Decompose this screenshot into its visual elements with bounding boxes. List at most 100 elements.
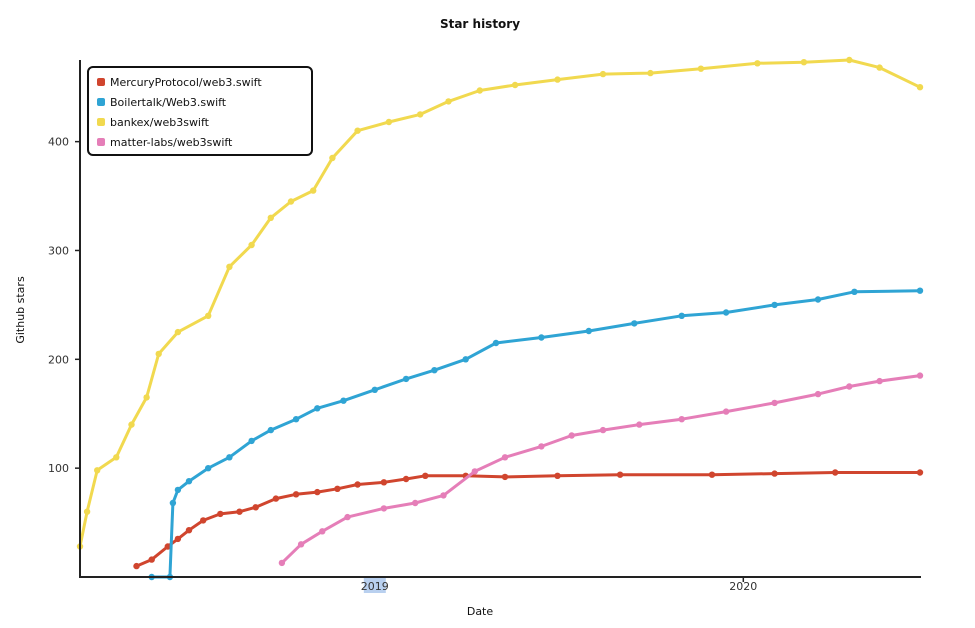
data-point <box>164 543 171 550</box>
data-point <box>272 495 280 502</box>
plot-area <box>76 56 924 581</box>
data-point <box>554 76 561 83</box>
data-point <box>814 390 822 398</box>
data-point <box>846 56 853 64</box>
series-line-3 <box>280 374 922 565</box>
data-point <box>832 469 839 476</box>
series-line-0 <box>135 471 922 568</box>
data-point <box>94 467 101 474</box>
data-point <box>678 312 685 319</box>
data-point <box>771 301 778 309</box>
data-point <box>380 505 388 512</box>
data-point <box>631 320 638 327</box>
data-point <box>248 437 255 445</box>
data-point <box>462 356 469 363</box>
data-point <box>354 127 361 134</box>
data-point <box>471 468 478 475</box>
legend-swatch <box>97 118 105 126</box>
data-point <box>185 478 193 485</box>
data-point <box>155 350 162 358</box>
chart-title: Star history <box>440 17 520 31</box>
data-point <box>554 472 561 479</box>
x-ticks: 2019 2020 <box>361 577 757 593</box>
legend-label: bankex/web3swift <box>110 116 210 129</box>
data-point <box>501 473 509 481</box>
data-point <box>916 84 924 91</box>
data-point <box>636 421 643 428</box>
data-point <box>344 513 351 521</box>
data-point <box>754 60 761 67</box>
data-point <box>916 287 924 294</box>
y-tick-label: 300 <box>48 244 69 257</box>
data-point <box>143 394 150 401</box>
data-point <box>402 375 410 383</box>
data-point <box>200 517 207 524</box>
legend-label: matter-labs/web3swift <box>110 136 233 149</box>
data-point <box>771 470 778 477</box>
data-point <box>722 408 730 415</box>
legend-swatch <box>97 138 105 146</box>
data-point <box>511 81 519 89</box>
data-point <box>371 386 378 393</box>
data-point <box>568 432 575 439</box>
x-tick-label: 2020 <box>729 580 757 593</box>
data-point <box>148 556 155 563</box>
data-point <box>412 499 419 507</box>
data-point <box>422 472 429 479</box>
data-point <box>876 64 883 71</box>
data-point <box>538 334 545 341</box>
data-point <box>174 535 182 543</box>
data-point <box>248 241 255 249</box>
data-point <box>174 486 182 494</box>
data-point <box>217 510 224 518</box>
data-point <box>226 263 233 270</box>
data-point <box>252 504 259 511</box>
data-point <box>329 154 336 162</box>
data-point <box>846 383 853 390</box>
data-point <box>916 372 924 379</box>
x-tick-label: 2019 <box>361 580 389 593</box>
data-point <box>267 214 274 221</box>
y-tick-label: 200 <box>48 353 69 366</box>
data-point <box>697 65 705 72</box>
legend-swatch <box>97 78 105 86</box>
data-point <box>585 327 592 335</box>
x-tick-highlight <box>363 578 386 593</box>
data-point <box>354 481 361 488</box>
data-point <box>278 559 286 567</box>
y-tick-label: 100 <box>48 462 69 475</box>
data-point <box>334 485 341 492</box>
data-point <box>445 98 452 105</box>
data-point <box>851 288 858 295</box>
legend-label: Boilertalk/Web3.swift <box>110 96 227 109</box>
y-ticks: 100 200 300 400 <box>48 136 80 475</box>
legend-items: MercuryProtocol/web3.swift Boilertalk/Web… <box>97 76 262 149</box>
data-point <box>476 87 483 94</box>
data-point <box>678 416 685 423</box>
data-point <box>722 309 730 316</box>
data-point <box>814 296 822 303</box>
legend-label: MercuryProtocol/web3.swift <box>110 76 262 89</box>
data-point <box>916 469 924 476</box>
data-point <box>647 69 654 77</box>
data-point <box>267 426 274 434</box>
data-point <box>440 492 447 499</box>
data-point <box>205 465 212 472</box>
data-point <box>599 426 607 434</box>
data-point <box>83 508 91 515</box>
data-point <box>340 397 347 404</box>
data-point <box>314 488 321 496</box>
data-point <box>431 367 438 374</box>
data-point <box>417 111 424 118</box>
data-point <box>297 541 305 548</box>
series-line-2 <box>78 58 922 548</box>
data-point <box>205 312 212 319</box>
data-point <box>501 454 509 461</box>
data-point <box>185 527 193 534</box>
data-point <box>771 399 778 407</box>
data-point <box>236 508 243 515</box>
legend-box <box>87 66 313 156</box>
data-point <box>169 499 177 507</box>
legend-swatch <box>97 98 105 106</box>
